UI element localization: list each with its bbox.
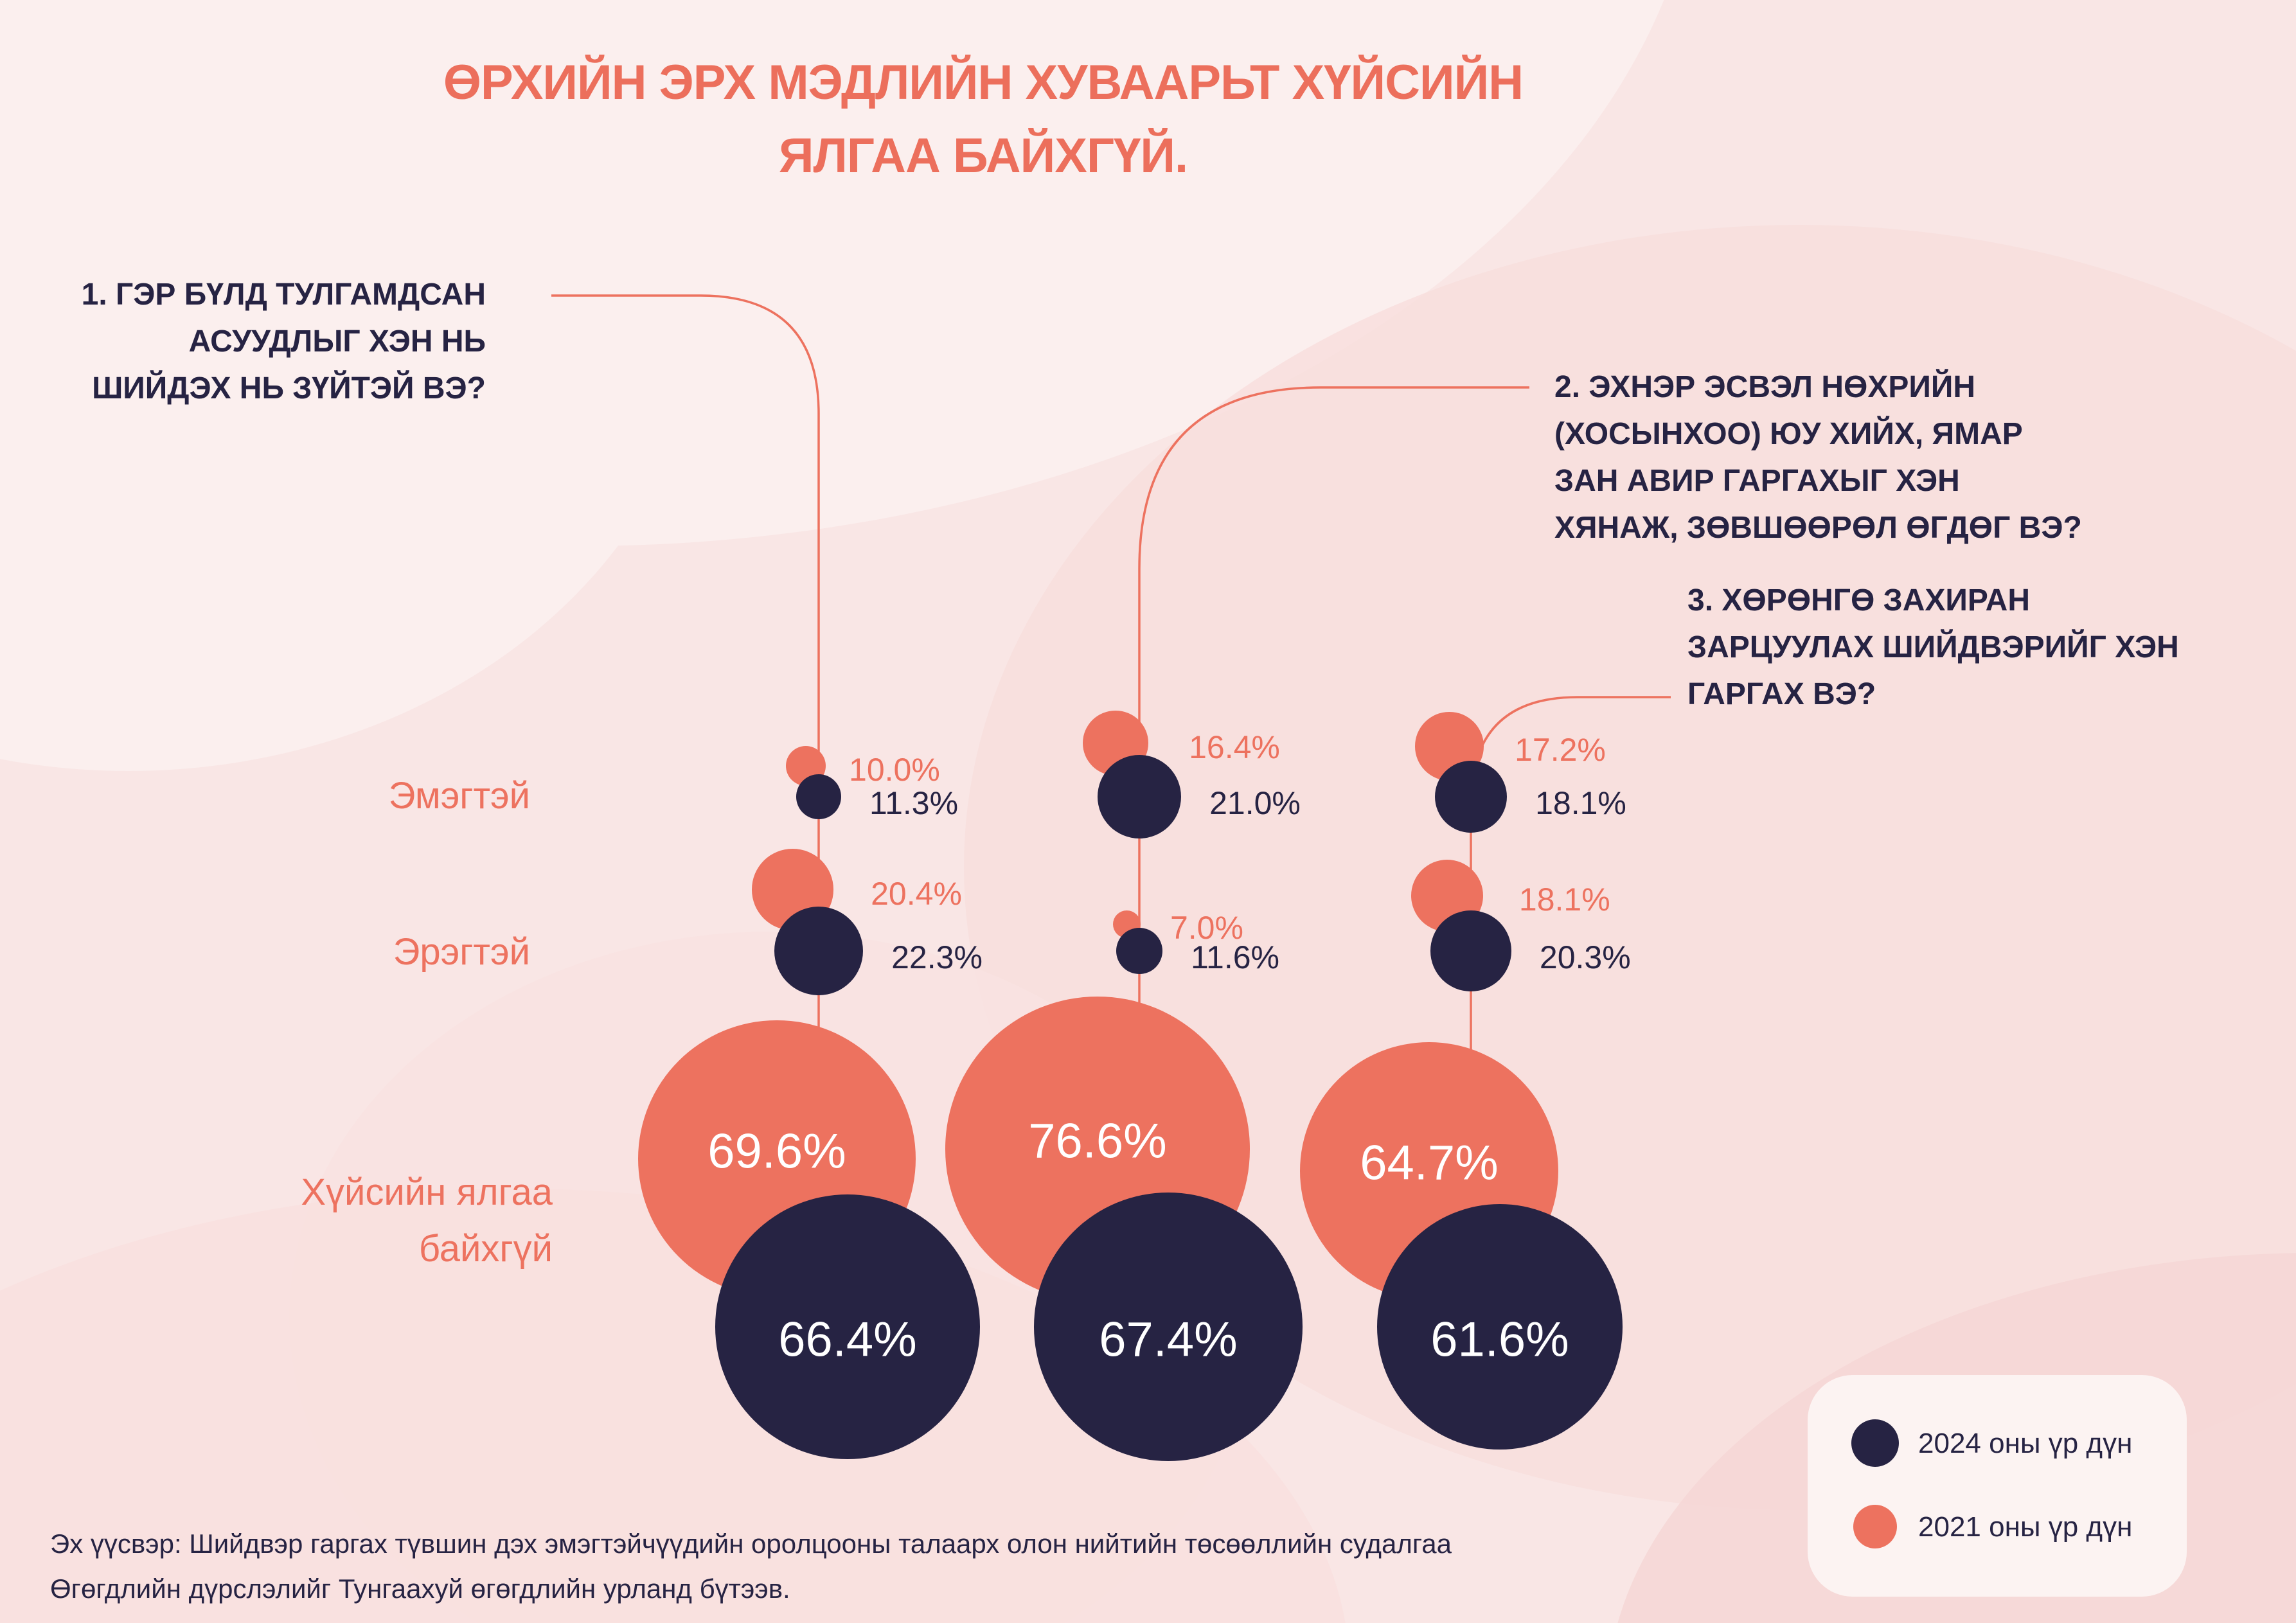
legend-label-2021: 2021 оны үр дүн — [1918, 1511, 2133, 1543]
row-label-male: Эрэгтэй — [393, 931, 530, 973]
page-title: ӨРХИЙН ЭРХ МЭДЛИЙН ХУВААРЬТ ХҮЙСИЙН ЯЛГА… — [373, 46, 1594, 193]
legend-swatch-2024-icon — [1851, 1419, 1899, 1467]
value-2021-q3-row0: 17.2% — [1515, 732, 1606, 768]
value-2024-q2-nodiff: 67.4% — [1099, 1312, 1238, 1367]
source-note-line2: Өгөгдлийн дүрслэлийг Тунгаахуй өгөгдлийн… — [50, 1574, 790, 1604]
question-3: 3. ХӨРӨНГӨ ЗАХИРАН ЗАРЦУУЛАХ ШИЙДВЭРИЙГ … — [1687, 577, 2179, 718]
row-label-female: Эмэгтэй — [388, 775, 530, 817]
question-1-line: ШИЙДЭХ НЬ ЗҮЙТЭЙ ВЭ? — [92, 371, 486, 405]
page-title-line1: ӨРХИЙН ЭРХ МЭДЛИЙН ХУВААРЬТ ХҮЙСИЙН — [443, 55, 1524, 110]
value-2021-q2-row1: 7.0% — [1170, 910, 1243, 946]
question-2-line: ЗАН АВИР ГАРГАХЫГ ХЭН — [1554, 464, 1960, 498]
value-2021-q3-row1: 18.1% — [1518, 882, 1610, 918]
value-2024-q1-row0: 11.3% — [869, 785, 959, 821]
question-3-line: ГАРГАХ ВЭ? — [1687, 677, 1876, 711]
bubble-2024-q2-row0 — [1097, 754, 1182, 839]
value-2024-q1-nodiff: 66.4% — [778, 1312, 917, 1367]
question-1-line: 1. ГЭР БҮЛД ТУЛГАМДСАН — [81, 278, 486, 312]
legend — [1808, 1375, 2187, 1597]
value-2024-q3-nodiff: 61.6% — [1430, 1312, 1569, 1367]
value-2024-q1-row1: 22.3% — [891, 939, 983, 975]
row-label-no-gender-difference-line1: Хүйсийн ялгаа — [301, 1171, 553, 1213]
legend-swatch-2021-icon — [1853, 1505, 1897, 1548]
question-3-line: 3. ХӨРӨНГӨ ЗАХИРАН — [1687, 583, 2030, 617]
connector-line-q1 — [551, 294, 820, 1160]
value-2021-q3-nodiff: 64.7% — [1360, 1135, 1499, 1191]
value-2021-q2-row0: 16.4% — [1189, 729, 1280, 765]
source-note-line1: Эх үүсвэр: Шийдвэр гаргах түвшин дэх эмэ… — [50, 1529, 1452, 1559]
bubble-2024-q1-row0 — [796, 774, 842, 820]
bubble-2024-q3-row1 — [1430, 910, 1511, 991]
question-2-line: ХЯНАЖ, ЗӨВШӨӨРӨЛ ӨГДӨГ ВЭ? — [1554, 511, 2082, 545]
value-2024-q2-row1: 11.6% — [1190, 939, 1280, 975]
legend-label-2024: 2024 оны үр дүн — [1918, 1428, 2133, 1459]
bubble-2024-q2-row1 — [1116, 928, 1162, 974]
bubble-2024-q2-nodiff — [1034, 1193, 1303, 1461]
bubble-2024-q1-row1 — [774, 906, 864, 996]
connector-line-q2 — [1138, 386, 1529, 1150]
bubble-2024-q3-row0 — [1434, 760, 1508, 833]
page-title-line2: ЯЛГАА БАЙХГҮЙ. — [778, 129, 1188, 183]
question-2: 2. ЭХНЭР ЭСВЭЛ НӨХРИЙН (ХОСЫНХОО) ЮУ ХИЙ… — [1554, 364, 2082, 551]
row-label-no-gender-difference: Хүйсийн ялгаа байхгүй — [193, 1164, 553, 1277]
value-2021-q2-nodiff: 76.6% — [1028, 1113, 1167, 1169]
source-note: Эх үүсвэр: Шийдвэр гаргах түвшин дэх эмэ… — [50, 1521, 1452, 1611]
question-2-line: 2. ЭХНЭР ЭСВЭЛ НӨХРИЙН — [1554, 370, 1976, 404]
value-2024-q3-row1: 20.3% — [1539, 939, 1631, 975]
row-label-no-gender-difference-line2: байхгүй — [418, 1228, 553, 1270]
bubble-2024-q1-nodiff — [715, 1194, 980, 1459]
value-2024-q3-row0: 18.1% — [1535, 785, 1626, 821]
value-2021-q1-nodiff: 69.6% — [707, 1124, 846, 1179]
value-2021-q1-row0: 10.0% — [849, 752, 940, 788]
bubble-2024-q3-nodiff — [1377, 1204, 1623, 1450]
question-1-line: АСУУДЛЫГ ХЭН НЬ — [188, 324, 486, 359]
question-3-line: ЗАРЦУУЛАХ ШИЙДВЭРИЙГ ХЭН — [1687, 630, 2179, 664]
question-1: 1. ГЭР БҮЛД ТУЛГАМДСАН АСУУДЛЫГ ХЭН НЬ Ш… — [32, 271, 486, 412]
value-2024-q2-row0: 21.0% — [1209, 785, 1301, 821]
question-2-line: (ХОСЫНХОО) ЮУ ХИЙХ, ЯМАР — [1554, 417, 2023, 451]
value-2021-q1-row1: 20.4% — [871, 875, 962, 912]
